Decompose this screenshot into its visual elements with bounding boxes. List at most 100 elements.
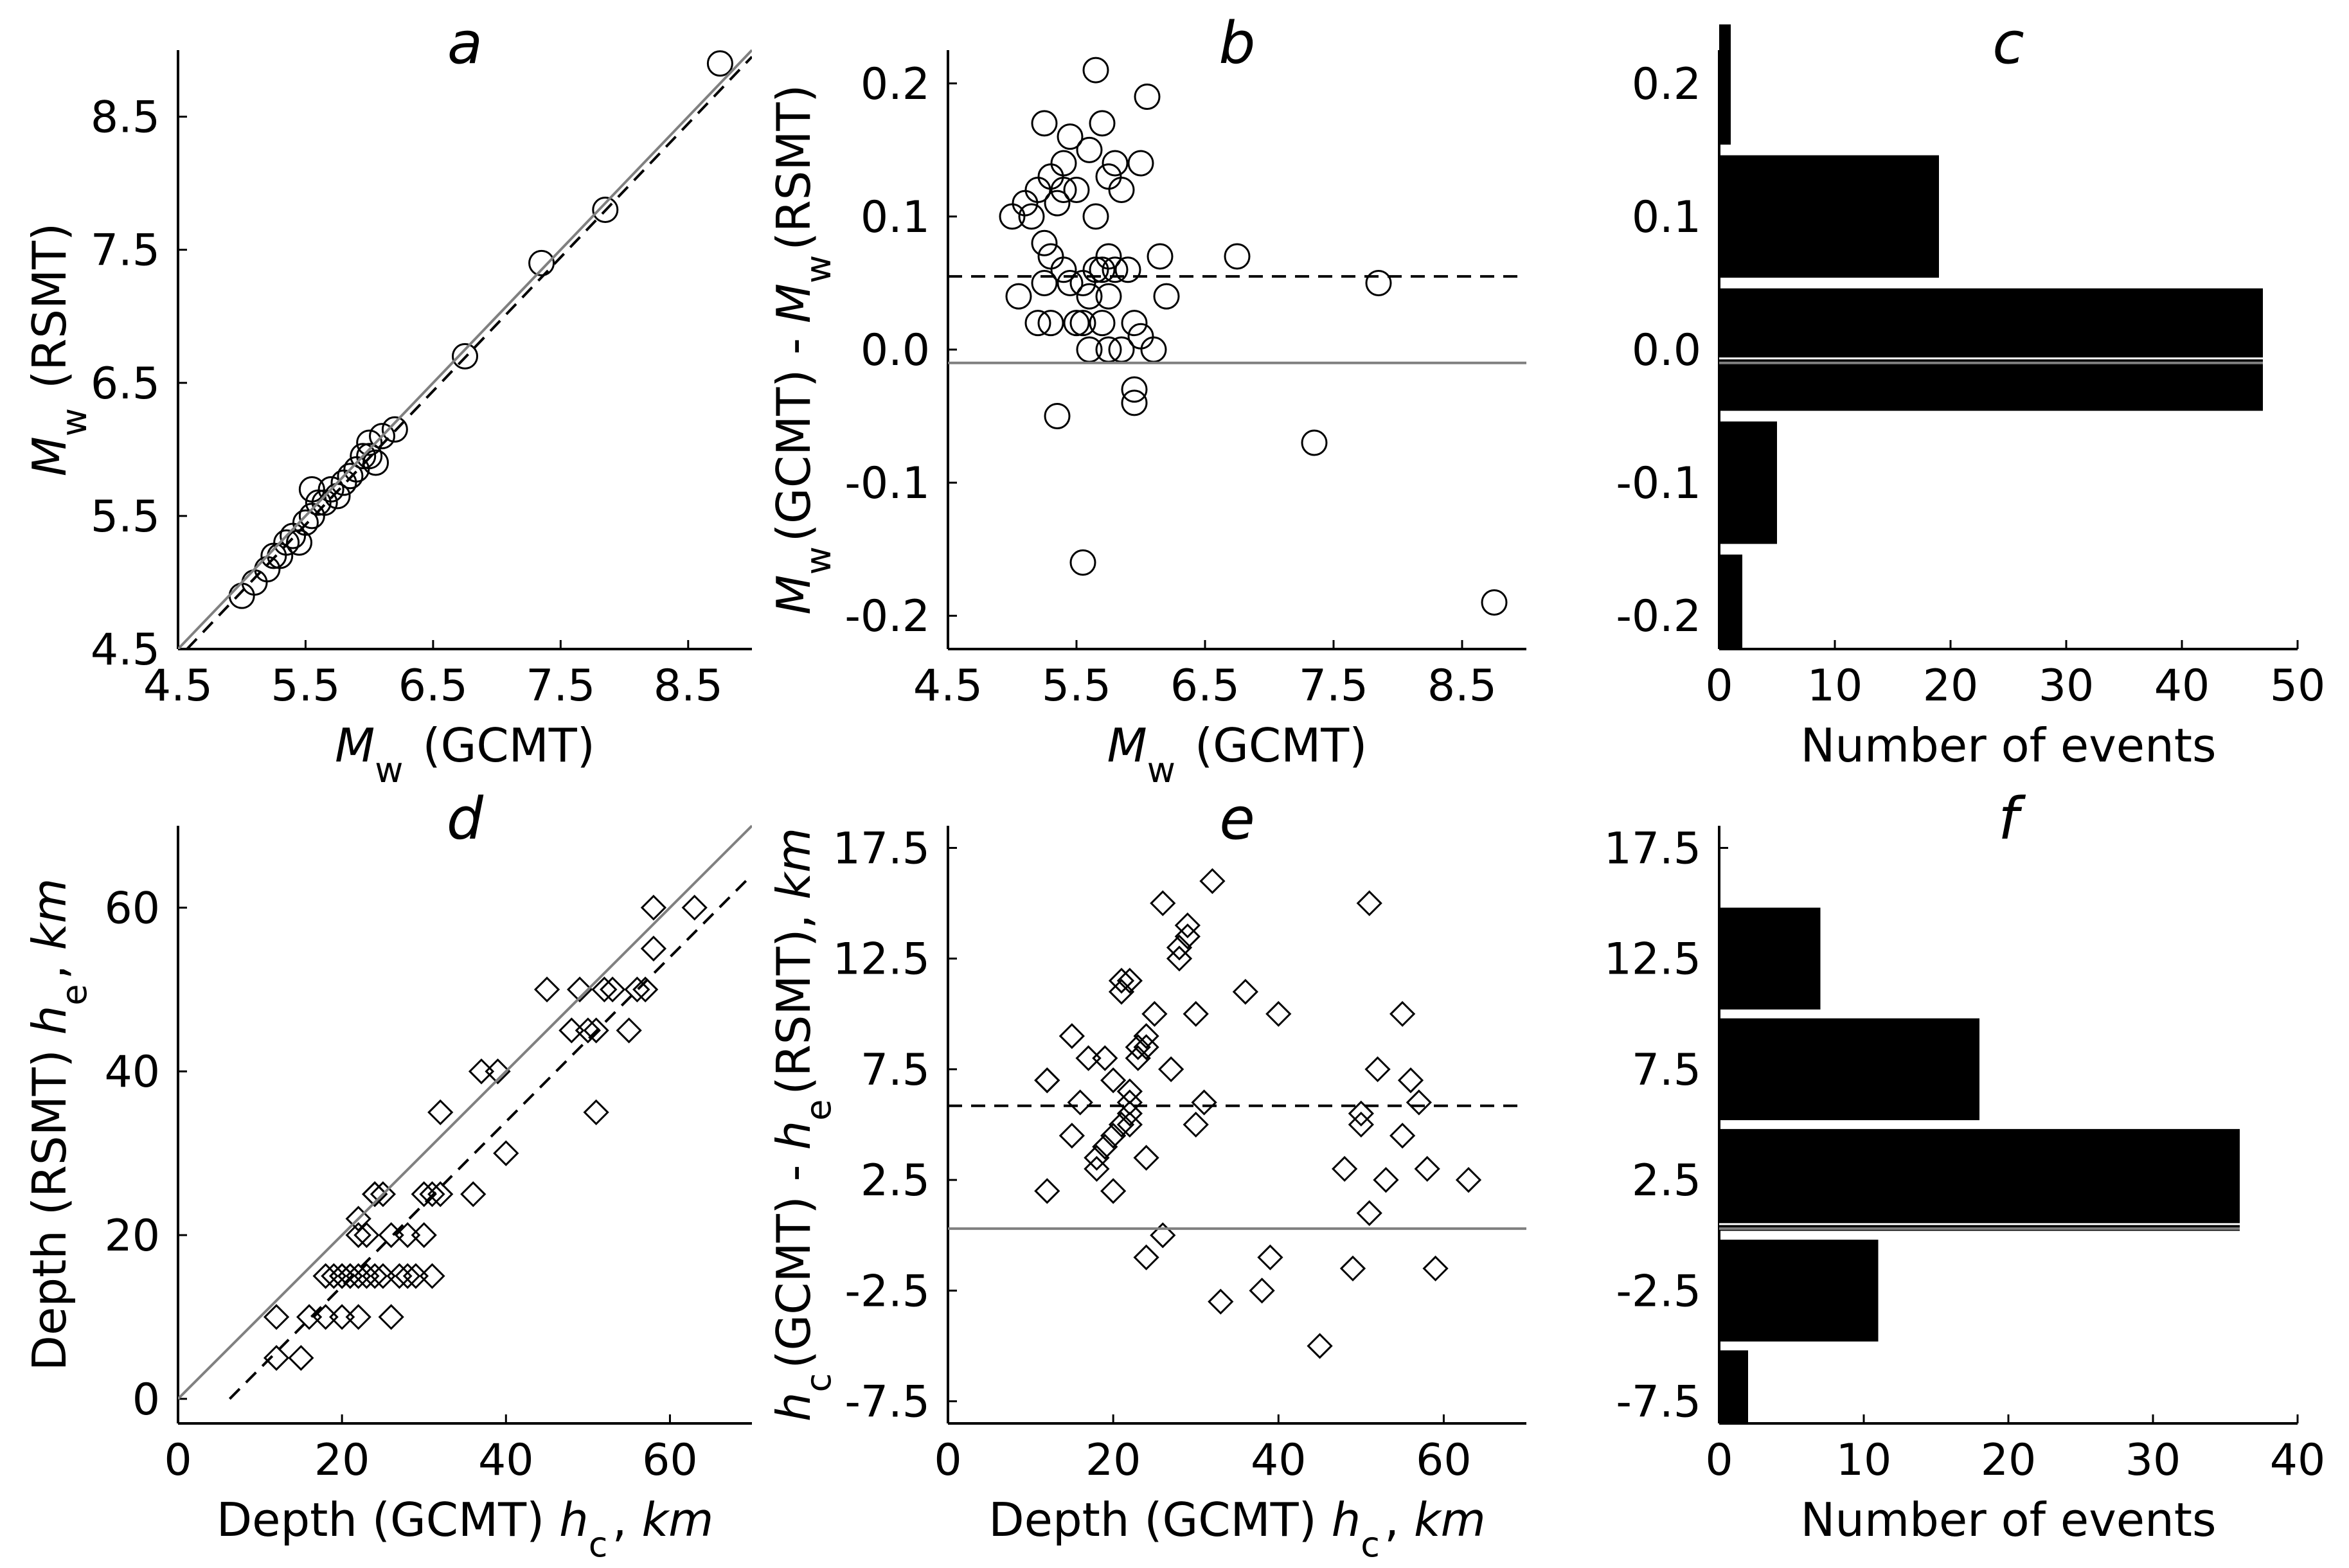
data-point: [1037, 243, 1064, 270]
data-point: [378, 1304, 404, 1330]
data-point: [1095, 283, 1122, 310]
data-point: [583, 1017, 609, 1044]
data-point: [1031, 229, 1058, 256]
data-point: [1037, 163, 1064, 190]
y-axis-label: Mw (GCMT) - Mw (RSMT): [767, 84, 839, 614]
data-point: [1348, 1100, 1374, 1127]
data-point: [600, 976, 626, 1002]
x-tick-label: 6.5: [1170, 661, 1240, 711]
x-tick-label: 10: [1807, 661, 1863, 711]
x-tick-label: 0: [164, 1435, 192, 1486]
data-point: [337, 1263, 364, 1289]
data-point: [317, 476, 344, 503]
data-point: [1397, 1067, 1424, 1094]
data-point: [1414, 1155, 1440, 1182]
data-point: [999, 203, 1026, 230]
x-axis-label: Mw (GCMT): [1107, 718, 1368, 790]
y-tick-label: 0.0: [861, 325, 930, 376]
x-tick-label: 20: [1923, 661, 1979, 711]
data-point: [1057, 269, 1084, 296]
data-point: [640, 935, 667, 962]
data-point: [1127, 323, 1154, 350]
data-point: [1102, 256, 1129, 283]
data-point: [1364, 1056, 1391, 1083]
data-point: [1174, 923, 1201, 950]
data-point: [1356, 890, 1382, 916]
data-point: [632, 976, 659, 1002]
y-tick-label: 20: [104, 1211, 160, 1261]
data-point: [1332, 1155, 1358, 1182]
data-point: [1150, 1222, 1176, 1249]
data-point: [1121, 389, 1148, 416]
y-tick-label: -2.5: [1616, 1266, 1701, 1317]
data-point: [1100, 1123, 1127, 1149]
data-point: [1191, 1089, 1217, 1116]
data-point: [321, 1263, 347, 1289]
data-point: [1133, 1244, 1159, 1270]
x-tick-label: 30: [2039, 661, 2094, 711]
y-tick-label: -7.5: [844, 1377, 930, 1428]
data-point: [1125, 1045, 1151, 1071]
x-axis-label: Number of events: [1801, 718, 2217, 772]
bar: [1719, 554, 1742, 649]
y-tick-label: -0.1: [1616, 458, 1701, 509]
x-tick-label: 10: [1836, 1435, 1892, 1486]
data-point: [1012, 190, 1039, 217]
data-point: [1422, 1255, 1449, 1282]
data-point: [1406, 1089, 1432, 1116]
bar: [1719, 288, 2263, 411]
panel-letter: e: [1219, 785, 1255, 853]
data-point: [1158, 1056, 1184, 1083]
x-axis-label: Depth (GCMT) hc , km: [988, 1493, 1486, 1565]
x-tick-label: 40: [1251, 1435, 1307, 1486]
data-point: [1102, 150, 1129, 177]
data-point: [1301, 429, 1328, 456]
plot-area: [1719, 24, 2263, 649]
data-point: [1224, 243, 1251, 270]
data-point: [1069, 549, 1096, 576]
data-point: [345, 1206, 371, 1232]
data-point: [1084, 1145, 1110, 1171]
data-point: [1067, 1089, 1093, 1116]
data-point: [411, 1222, 437, 1249]
data-point: [1089, 256, 1116, 283]
data-point: [1125, 1034, 1151, 1060]
panel-a: 4.5 5.5 6.5 7.5 8.5 4.5 5.5 6.5 7.5 8.5 a Mw (GCMT)…: [22, 10, 752, 790]
data-point: [1183, 1111, 1209, 1138]
y-tick-label: 12.5: [833, 934, 930, 985]
data-point: [345, 1222, 371, 1249]
data-point: [370, 1263, 397, 1289]
panel-letter: a: [447, 10, 483, 77]
data-point: [583, 1099, 609, 1126]
x-tick-label: 4.5: [913, 661, 983, 711]
data-point: [1389, 1123, 1416, 1149]
data-point: [1057, 123, 1084, 150]
panel-c: 0 10 20 30 40 50 -0.2 -0.1 0.0 0.1 0.2 c Number of e…: [1616, 10, 2325, 772]
data-point: [1005, 283, 1032, 310]
data-point: [1174, 912, 1201, 939]
data-point: [1116, 1089, 1143, 1116]
data-point: [616, 1017, 642, 1044]
data-point: [273, 529, 300, 556]
data-point: [337, 463, 364, 490]
data-point: [1147, 243, 1174, 270]
data-point: [1365, 269, 1392, 296]
solid-reference-line: [178, 49, 752, 649]
data-point: [402, 1263, 429, 1289]
bar: [1719, 24, 1731, 145]
data-point: [1095, 163, 1122, 190]
data-point: [1356, 1200, 1382, 1226]
data-point: [1100, 1178, 1127, 1204]
x-tick-label: 0: [1705, 661, 1733, 711]
data-point: [1389, 1001, 1416, 1027]
data-point: [1082, 256, 1109, 283]
x-tick-label: 5.5: [271, 661, 340, 711]
data-point: [1084, 1155, 1110, 1182]
data-point: [395, 1263, 421, 1289]
x-tick-label: 60: [642, 1435, 698, 1486]
data-point: [1153, 283, 1180, 310]
data-point: [591, 976, 618, 1002]
y-tick-label: 0.2: [861, 59, 930, 110]
data-point: [1307, 1333, 1333, 1359]
